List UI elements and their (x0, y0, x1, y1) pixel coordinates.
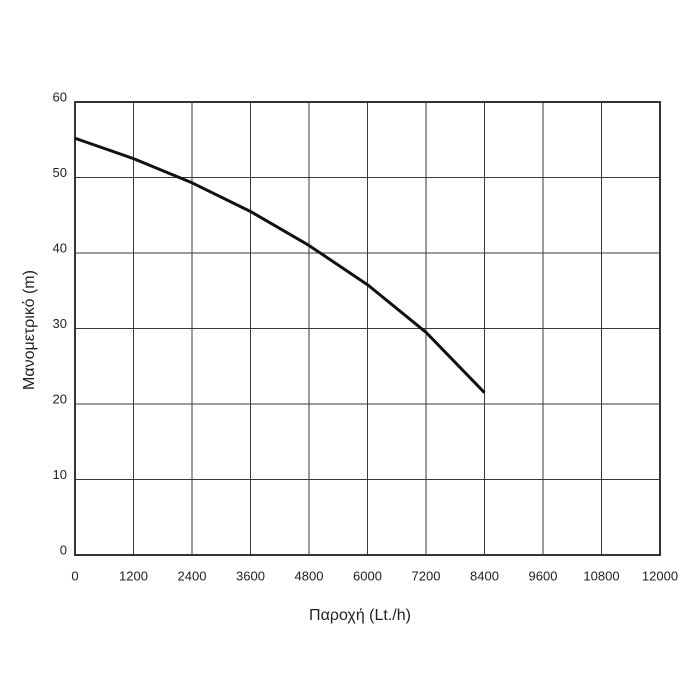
x-tick-label: 3600 (236, 568, 265, 583)
x-tick-label: 4800 (295, 568, 324, 583)
x-tick-label: 6000 (353, 568, 382, 583)
x-tick-label: 10800 (583, 568, 619, 583)
y-tick-label: 60 (53, 89, 67, 104)
y-tick-label: 10 (53, 467, 67, 482)
y-axis-title: Μανομετρικό (m) (21, 270, 38, 390)
y-tick-label: 40 (53, 240, 67, 255)
y-tick-label: 0 (60, 542, 67, 557)
y-tick-label: 50 (53, 165, 67, 180)
x-axis-title: Παροχή (Lt./h) (309, 607, 411, 624)
x-tick-label: 7200 (412, 568, 441, 583)
x-tick-label: 2400 (178, 568, 207, 583)
y-tick-label: 20 (53, 391, 67, 406)
x-tick-label: 12000 (642, 568, 678, 583)
x-tick-label: 1200 (119, 568, 148, 583)
x-tick-label: 9600 (529, 568, 558, 583)
y-tick-label: 30 (53, 316, 67, 331)
line (74, 136, 486, 394)
plot-frame (74, 101, 661, 556)
x-tick-label: 0 (71, 568, 78, 583)
x-tick-label: 8400 (470, 568, 499, 583)
